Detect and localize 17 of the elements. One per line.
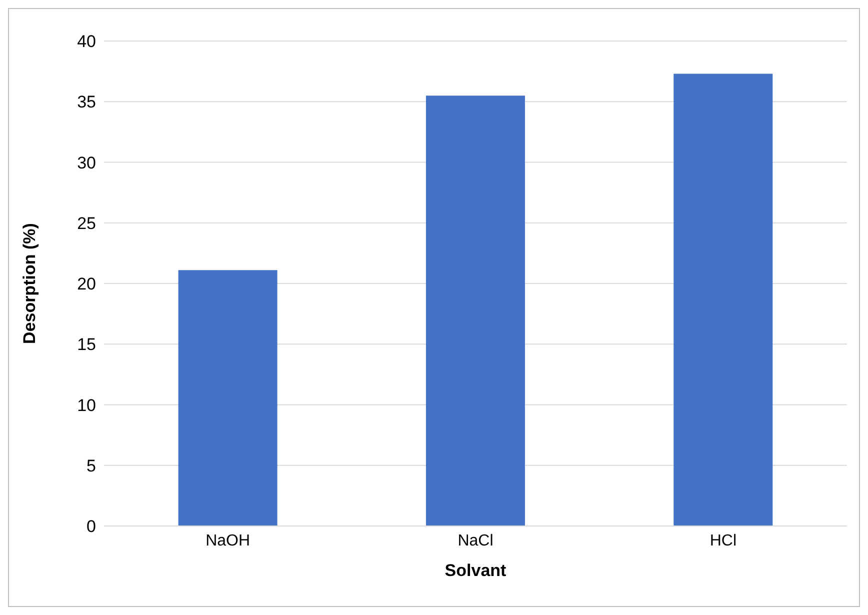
- x-axis-title: Solvant: [444, 561, 507, 580]
- x-tick-label: NaOH: [206, 532, 250, 550]
- y-tick-label: 20: [77, 274, 96, 294]
- y-tick-label: 5: [86, 456, 96, 476]
- x-tick-label: HCl: [710, 532, 737, 550]
- y-tick-label: 35: [77, 92, 96, 112]
- y-tick-label: 30: [77, 153, 96, 172]
- y-tick-label: 15: [77, 335, 96, 354]
- y-tick-label: 0: [86, 517, 96, 536]
- x-tick-label: NaCl: [458, 532, 494, 550]
- y-tick-label: 25: [77, 214, 96, 233]
- bar: [426, 96, 525, 526]
- y-tick-label: 10: [77, 396, 96, 415]
- bar: [674, 74, 773, 526]
- y-tick-label: 40: [77, 32, 96, 52]
- y-axis-title: Desorption (%): [20, 223, 40, 344]
- bar: [178, 270, 278, 526]
